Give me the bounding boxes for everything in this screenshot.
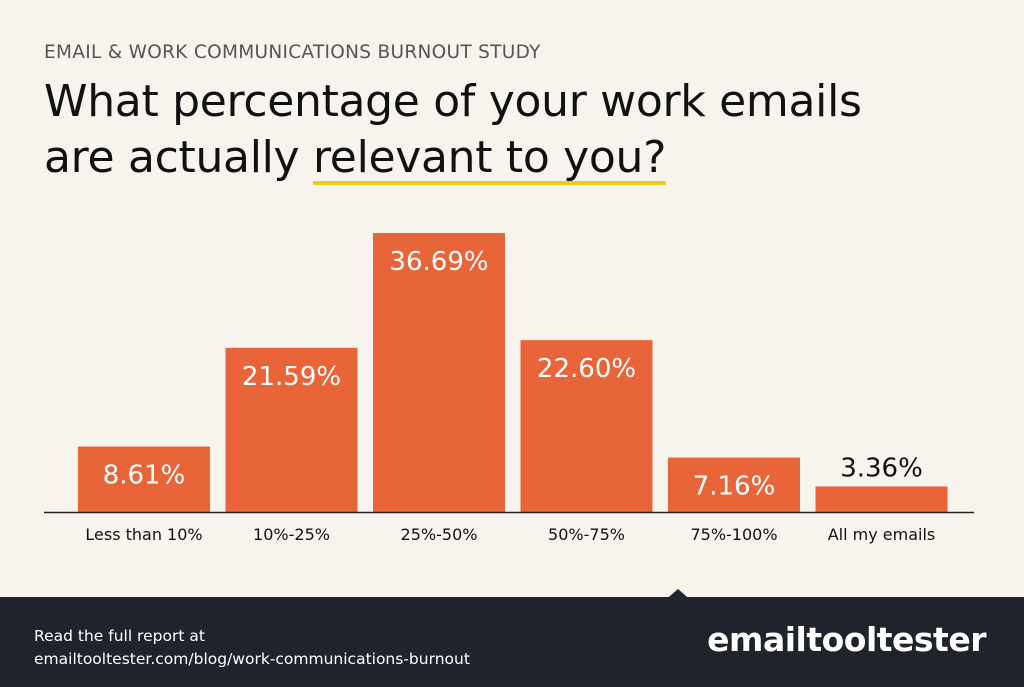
bar-5 [815, 486, 948, 512]
bar-value-label-4: 7.16% [693, 472, 776, 502]
bar-value-label-0: 8.61% [103, 461, 186, 491]
chart-title-line-1: What percentage of your work emails [44, 76, 862, 127]
bar-0 [78, 446, 210, 512]
chart-title-line-2: are actually relevant to you? [44, 130, 1004, 186]
bar-value-label-5: 3.36% [840, 453, 923, 483]
chart-title: What percentage of your work emails are … [44, 74, 1004, 186]
x-tick-label-0: Less than 10% [85, 525, 202, 544]
bar-3 [520, 340, 653, 512]
footer-line-1: Read the full report at [34, 627, 205, 645]
x-tick-label-1: 10%-25% [253, 525, 330, 544]
bar-1 [225, 347, 358, 512]
chart-title-highlight: relevant to you? [312, 132, 667, 185]
x-tick-label-4: 75%-100% [690, 525, 777, 544]
bar-value-label-1: 21.59% [242, 362, 341, 392]
bar-4 [668, 457, 800, 512]
bar-2 [373, 233, 505, 512]
bar-value-label-2: 36.69% [389, 247, 488, 277]
footer-report-link[interactable]: emailtooltester.com/blog/work-communicat… [34, 650, 470, 668]
study-eyebrow: EMAIL & WORK COMMUNICATIONS BURNOUT STUD… [44, 42, 541, 63]
footer-bar [0, 597, 1024, 687]
footer-text: Read the full report at emailtooltester.… [34, 625, 470, 671]
x-tick-label-3: 50%-75% [548, 525, 625, 544]
chart-title-prefix: are actually [44, 132, 313, 183]
brand-logo: emailtooltester [707, 620, 986, 659]
bar-value-label-3: 22.60% [537, 354, 636, 384]
x-tick-label-5: All my emails [828, 525, 936, 544]
x-tick-label-2: 25%-50% [401, 525, 478, 544]
